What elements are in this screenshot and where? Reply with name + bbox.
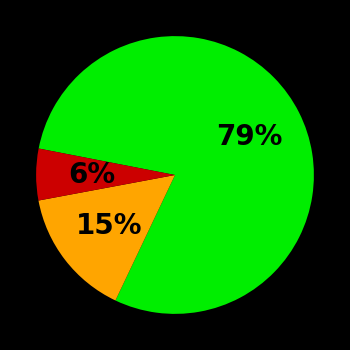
Wedge shape (36, 148, 175, 201)
Text: 15%: 15% (76, 212, 142, 240)
Wedge shape (38, 175, 175, 300)
Text: 6%: 6% (68, 161, 115, 189)
Text: 79%: 79% (216, 124, 282, 152)
Wedge shape (38, 36, 314, 314)
